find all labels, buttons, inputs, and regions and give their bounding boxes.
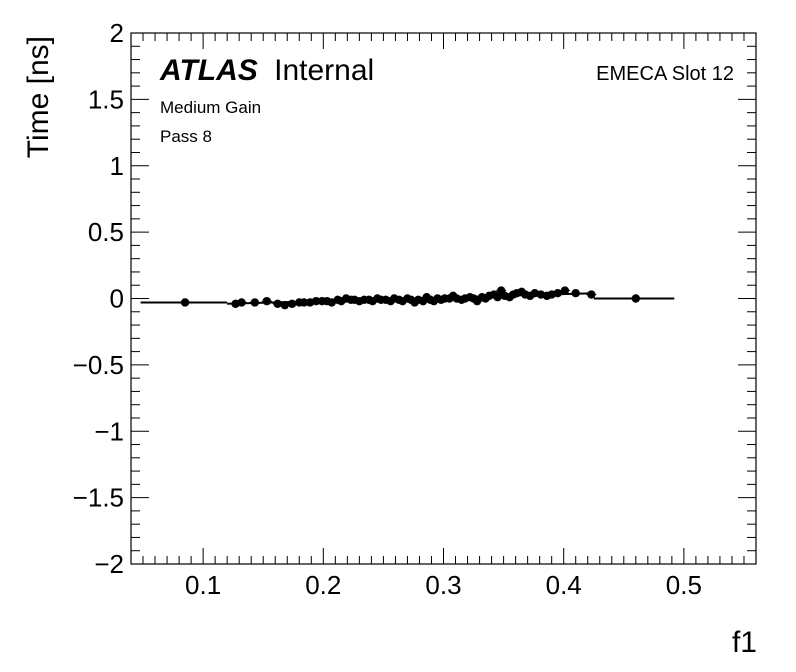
- data-point: [250, 298, 259, 307]
- y-tick-label: 1.5: [88, 84, 124, 114]
- atlas-status: Internal: [274, 54, 374, 87]
- x-tick-label: 0.3: [425, 570, 461, 600]
- y-tick-label: −2: [94, 549, 124, 579]
- axis-ticks: [130, 32, 757, 565]
- x-axis-label: f1: [732, 626, 757, 659]
- tick-labels: 0.1 0.2 0.3 0.4 0.5 −2 −1.5 −1 −0.5 0 0.5 1 1.5 2: [73, 18, 702, 600]
- gain-label: Medium Gain: [160, 98, 261, 117]
- x-tick-label: 0.5: [666, 570, 702, 600]
- data-point: [262, 296, 272, 306]
- x-tick-label: 0.2: [305, 570, 341, 600]
- atlas-experiment: ATLAS: [159, 54, 258, 87]
- y-tick-label: 1: [110, 151, 124, 181]
- y-tick-label: −1: [94, 416, 124, 446]
- data-point: [180, 298, 190, 307]
- y-axis-label: Time [ns]: [22, 36, 55, 158]
- data-point: [273, 299, 282, 309]
- pass-label: Pass 8: [160, 127, 212, 146]
- data-point: [299, 298, 309, 307]
- data-point: [560, 286, 570, 295]
- data-point: [631, 294, 641, 303]
- x-tick-label: 0.4: [546, 570, 582, 600]
- data-point: [571, 288, 580, 298]
- data-point: [287, 299, 297, 309]
- data-point: [237, 298, 246, 307]
- data-point: [311, 296, 321, 306]
- data-point: [553, 288, 562, 298]
- y-tick-label: −0.5: [73, 350, 124, 380]
- data-point: [280, 300, 290, 310]
- region-label: EMECA Slot 12: [596, 63, 734, 85]
- x-tick-label: 0.1: [185, 570, 221, 600]
- y-tick-label: 0.5: [88, 217, 124, 247]
- data-point: [587, 290, 596, 299]
- atlas-label: ATLAS Internal: [159, 54, 374, 87]
- data-point: [493, 292, 502, 302]
- y-tick-label: −1.5: [73, 483, 124, 513]
- y-tick-label: 0: [110, 284, 124, 314]
- data-points: [180, 286, 641, 310]
- y-tick-label: 2: [110, 18, 124, 48]
